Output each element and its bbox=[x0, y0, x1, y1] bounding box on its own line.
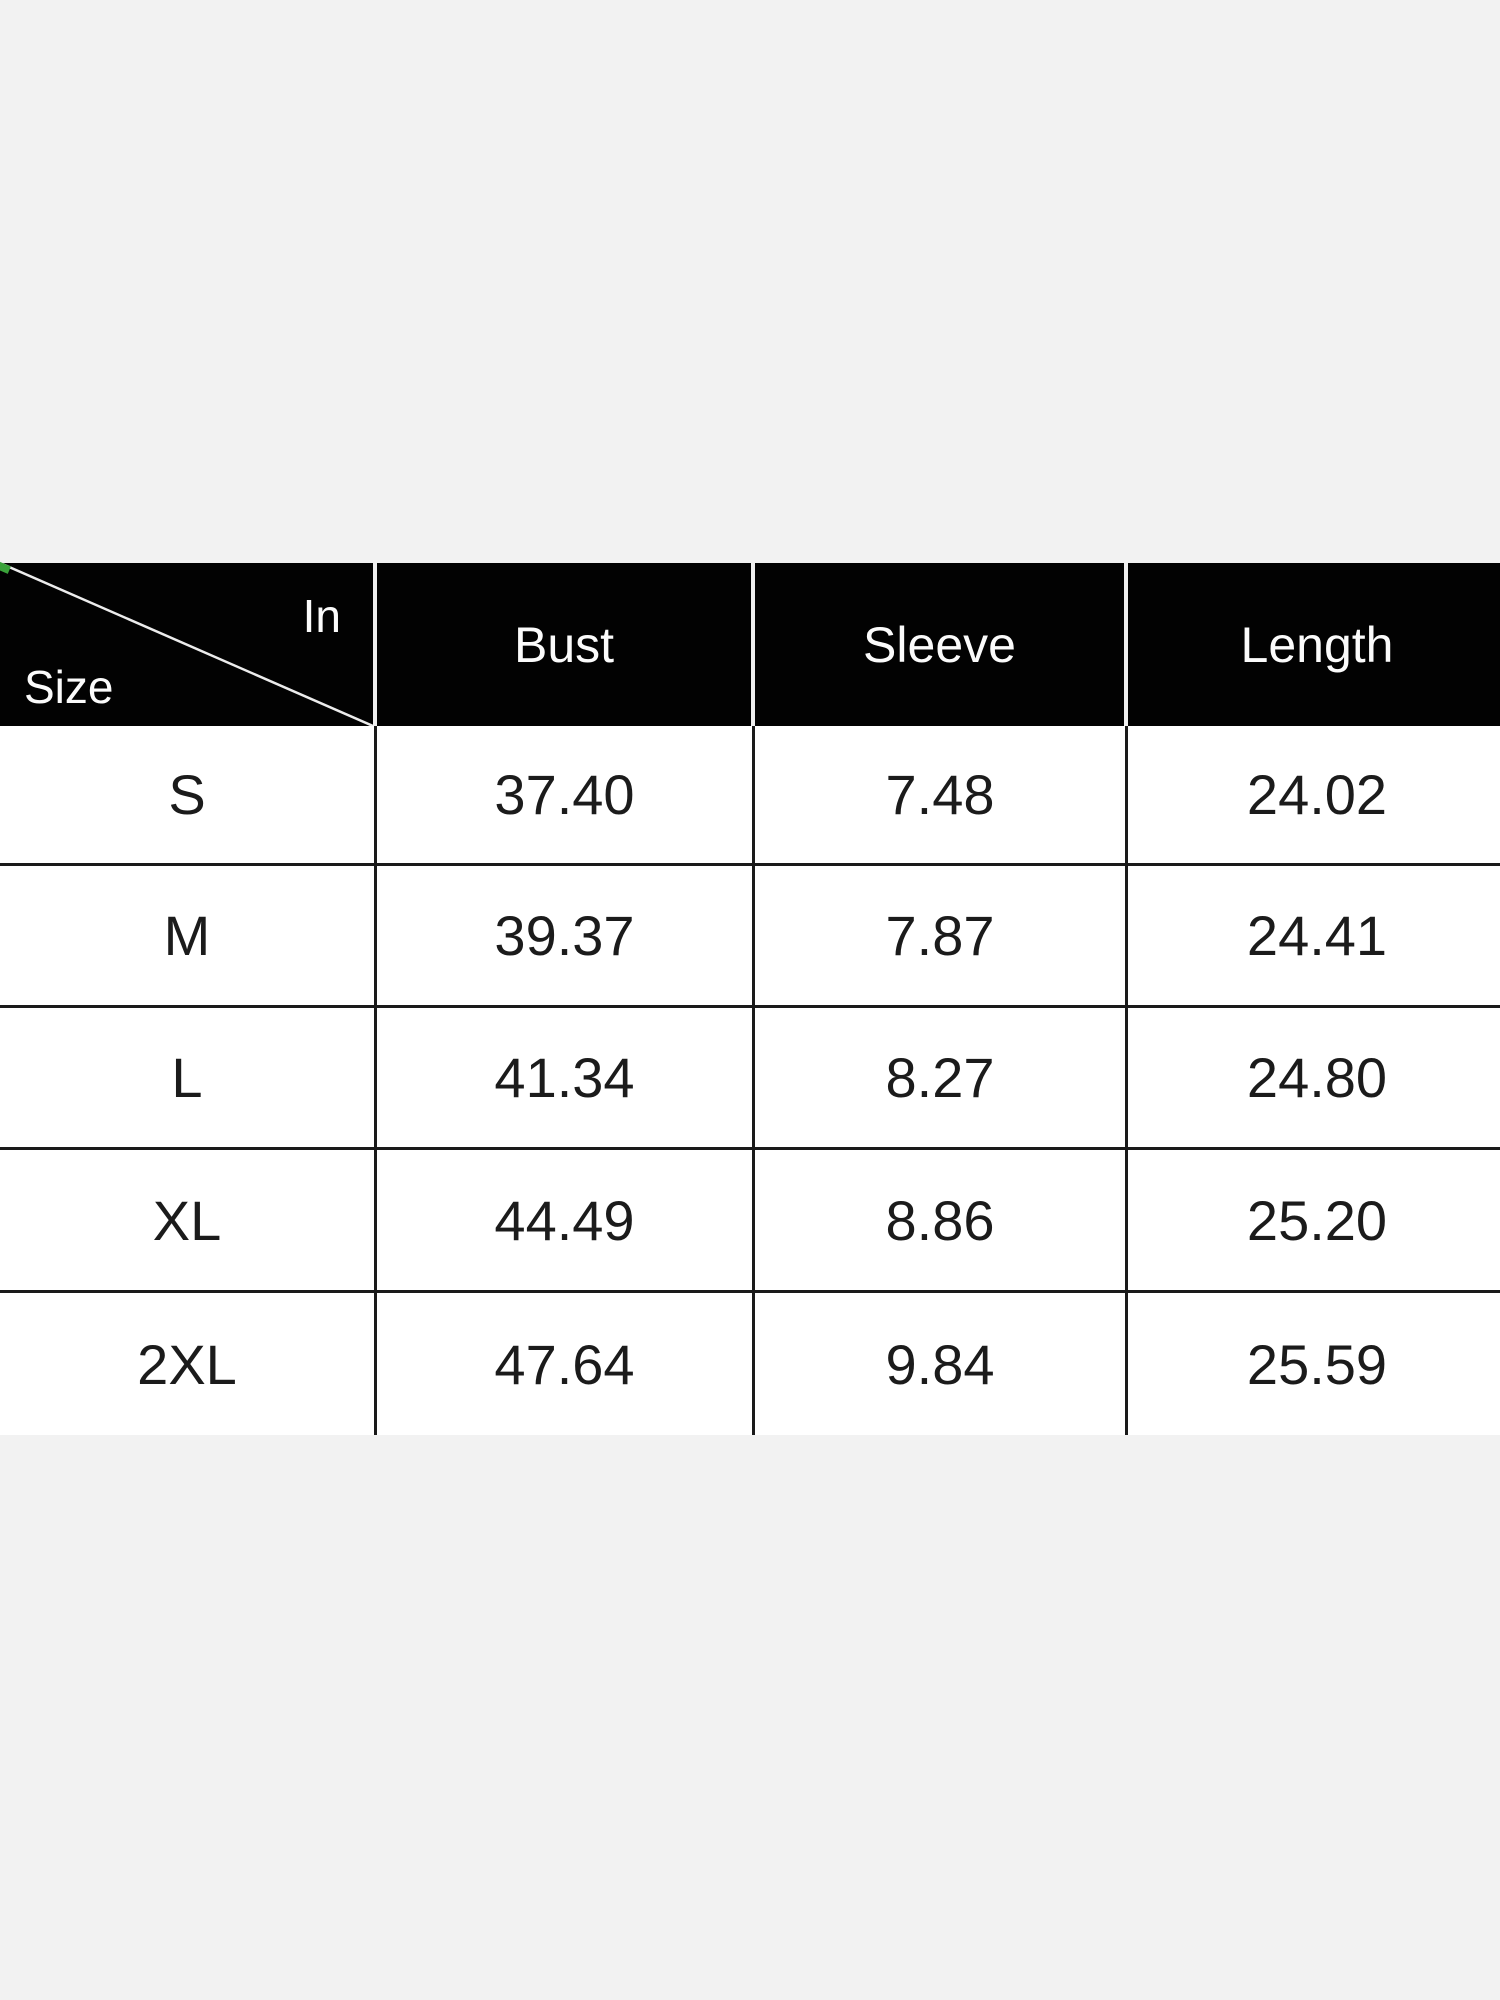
row-s-bust: 37.40 bbox=[377, 726, 755, 866]
row-s-sleeve: 7.48 bbox=[755, 726, 1128, 866]
row-xl-length: 25.20 bbox=[1128, 1150, 1500, 1293]
row-l-length: 24.80 bbox=[1128, 1008, 1500, 1150]
row-m-sleeve: 7.87 bbox=[755, 866, 1128, 1008]
row-xl-bust: 44.49 bbox=[377, 1150, 755, 1293]
row-2xl-sleeve: 9.84 bbox=[755, 1293, 1128, 1435]
diagonal-divider-line bbox=[0, 563, 373, 726]
header-cell-sleeve: Sleeve bbox=[755, 563, 1128, 726]
header-cell-bust: Bust bbox=[377, 563, 755, 726]
size-axis-label: Size bbox=[24, 661, 114, 713]
row-l-bust: 41.34 bbox=[377, 1008, 755, 1150]
row-m-size: M bbox=[0, 866, 377, 1008]
row-l-sleeve: 8.27 bbox=[755, 1008, 1128, 1150]
header-cell-size-unit: In Size bbox=[0, 561, 377, 726]
header-cell-length: Length bbox=[1128, 563, 1500, 726]
size-chart-table: In Size Bust Sleeve Length S 37.40 7.48 … bbox=[0, 561, 1500, 1435]
unit-label: In bbox=[302, 590, 341, 642]
row-m-bust: 39.37 bbox=[377, 866, 755, 1008]
row-2xl-bust: 47.64 bbox=[377, 1293, 755, 1435]
row-s-length: 24.02 bbox=[1128, 726, 1500, 866]
row-m-length: 24.41 bbox=[1128, 866, 1500, 1008]
row-2xl-length: 25.59 bbox=[1128, 1293, 1500, 1435]
row-xl-sleeve: 8.86 bbox=[755, 1150, 1128, 1293]
row-l-size: L bbox=[0, 1008, 377, 1150]
row-s-size: S bbox=[0, 726, 377, 866]
row-2xl-size: 2XL bbox=[0, 1293, 377, 1435]
row-xl-size: XL bbox=[0, 1150, 377, 1293]
